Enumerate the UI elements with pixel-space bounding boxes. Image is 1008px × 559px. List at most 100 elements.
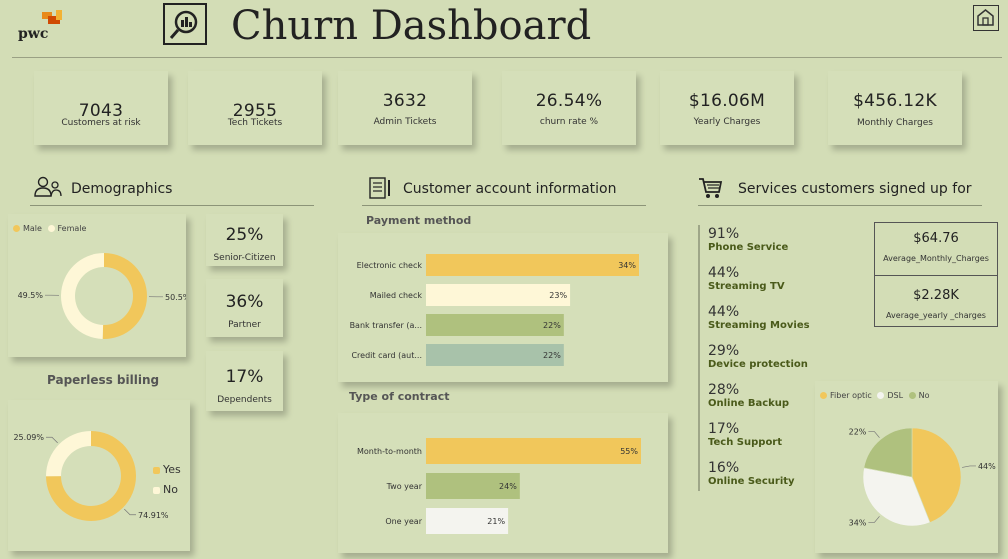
bar-category-label: One year: [385, 517, 422, 526]
bar-category-label: Electronic check: [357, 261, 423, 270]
pie-leader-line: [868, 431, 880, 438]
pie-data-label: 74.91%: [138, 511, 169, 520]
kpi-admin-tickets: 3632 Admin Tickets: [338, 71, 472, 145]
contract-bar-chart: Month-to-month 55% Two year 24% One year 21%: [357, 438, 641, 534]
pie-data-label: 44%: [978, 462, 996, 471]
legend-swatch-no: [908, 392, 916, 399]
kpi-label: churn rate %: [539, 117, 599, 127]
pwc-logo: pwc: [18, 10, 68, 44]
document-icon: [369, 177, 390, 199]
home-button[interactable]: [973, 5, 999, 31]
kpi-churn-rate: 26.54% churn rate %: [502, 71, 636, 145]
pie-slice-yes: [46, 431, 137, 521]
header-divider: [12, 57, 1002, 58]
legend-male: Male: [23, 224, 42, 233]
pie-leader-line: [962, 465, 976, 468]
senior-citizen-label: Senior-Citizen: [213, 253, 276, 263]
people-icon: [34, 176, 62, 197]
avg-yearly-value: $2.28K: [913, 288, 959, 303]
average-charges-panel: $64.76 Average_Monthly_Charges $2.28K Av…: [874, 222, 998, 327]
kpi-label: Yearly Charges: [693, 117, 761, 127]
payment-method-title: Payment method: [366, 214, 472, 227]
legend-swatch-female: [47, 225, 55, 232]
pie-data-label: 49.5%: [18, 291, 44, 300]
services-list: 91% Phone Service 44% Streaming TV 44% S…: [708, 226, 810, 499]
legend-swatch-no: [153, 486, 160, 494]
legend-swatch-male: [13, 225, 20, 232]
legend-fiber: Fiber optic: [830, 391, 872, 400]
pie-slice-fiber-optic: [911, 427, 962, 523]
bar: [426, 314, 564, 336]
service-pct: 91%: [708, 226, 740, 242]
bar: [426, 284, 571, 306]
kpi-value: 2955: [232, 101, 278, 121]
contract-chart-card: Month-to-month 55% Two year 24% One year 21%: [338, 413, 668, 553]
kpi-value: $456.12K: [853, 91, 937, 111]
pie-slice-no: [863, 427, 913, 478]
cart-icon: [699, 178, 723, 198]
senior-citizen-card: 25% Senior-Citizen: [206, 214, 283, 266]
service-pct: 16%: [708, 460, 740, 476]
dashboard-icon: [163, 3, 207, 45]
legend-dsl: DSL: [887, 391, 904, 400]
avg-divider: [875, 275, 997, 276]
demographics-title: Demographics: [71, 181, 173, 197]
page-title: Churn Dashboard: [231, 3, 592, 49]
demographics-divider: [30, 205, 314, 206]
service-item: 44% Streaming TV: [708, 265, 810, 304]
bar-category-label: Bank transfer (a...: [350, 321, 422, 330]
kpi-label: Customers at risk: [61, 118, 141, 128]
contract-type-title: Type of contract: [349, 390, 450, 403]
paperless-legend: Yes No: [153, 460, 181, 500]
brand-name: pwc: [18, 26, 49, 42]
kpi-value: 3632: [382, 91, 428, 111]
bar-category-label: Mailed check: [370, 291, 423, 300]
service-name: Device protection: [708, 359, 808, 370]
service-pct: 17%: [708, 421, 740, 437]
kpi-value: $16.06M: [688, 91, 766, 111]
legend-no-label: No: [163, 483, 178, 496]
pwc-logo-mark: [42, 10, 62, 24]
gender-chart-card: Male Female 50.5% 49.5%: [8, 214, 186, 357]
avg-monthly-label: Average_Monthly_Charges: [883, 254, 989, 263]
pie-slice-dsl: [862, 467, 931, 527]
service-item: 16% Online Security: [708, 460, 810, 499]
kpi-value: 26.54%: [535, 91, 603, 111]
legend-no: No: [153, 480, 181, 500]
services-title: Services customers signed up for: [738, 181, 972, 197]
legend-female: Female: [57, 224, 87, 233]
pie-data-label: 50.5%: [165, 293, 186, 302]
internet-pie-chart: 44% 34% 22%: [849, 427, 997, 528]
dependents-card: 17% Dependents: [206, 351, 283, 411]
service-pct: 29%: [708, 343, 740, 359]
service-item: 44% Streaming Movies: [708, 304, 810, 343]
kpi-label: Monthly Charges: [857, 118, 933, 128]
pie-leader-line: [45, 436, 58, 444]
bar-data-label: 23%: [549, 291, 567, 300]
account-title: Customer account information: [403, 181, 617, 197]
dependents-label: Dependents: [217, 395, 272, 405]
pie-slice-male: [102, 253, 147, 339]
partner-card: 36% Partner: [206, 279, 283, 337]
service-pct: 44%: [708, 265, 740, 281]
payment-bar-chart: Electronic check 34% Mailed check 23% Bank t…: [350, 254, 639, 366]
partner-value: 36%: [225, 292, 264, 312]
paperless-chart-card: 74.91% 25.09% Yes No: [8, 400, 190, 551]
service-name: Streaming TV: [708, 281, 785, 292]
kpi-tech-tickets: 2955 Tech Tickets: [188, 71, 322, 145]
kpi-label: Tech Tickets: [227, 118, 283, 128]
legend-no: No: [918, 391, 930, 400]
legend-yes: Yes: [153, 460, 181, 480]
gender-donut-chart: 50.5% 49.5%: [18, 253, 186, 339]
gender-legend: Male Female: [13, 224, 86, 233]
bar-category-label: Two year: [386, 482, 423, 491]
kpi-yearly-charges: $16.06M Yearly Charges: [660, 71, 794, 145]
legend-swatch-dsl: [877, 392, 885, 399]
dependents-value: 17%: [225, 367, 264, 387]
bar: [426, 344, 564, 366]
kpi-value: 7043: [78, 101, 124, 121]
payment-chart-card: Electronic check 34% Mailed check 23% Bank t…: [338, 233, 668, 382]
senior-citizen-value: 25%: [225, 225, 264, 245]
service-pct: 28%: [708, 382, 740, 398]
legend-swatch-fiber: [820, 392, 827, 399]
